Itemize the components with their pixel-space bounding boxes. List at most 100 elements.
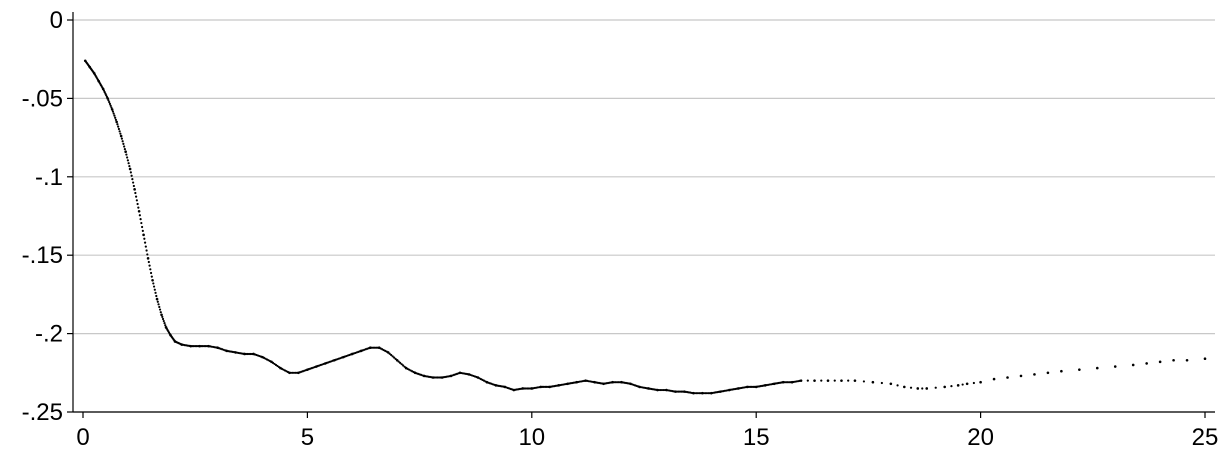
data-point <box>107 99 110 102</box>
data-point <box>871 380 875 384</box>
data-point <box>1113 365 1117 368</box>
data-point <box>138 214 141 217</box>
data-point <box>164 324 167 327</box>
data-point <box>112 112 115 115</box>
data-point <box>934 386 937 389</box>
data-point <box>117 127 121 131</box>
data-point <box>155 294 158 298</box>
x-tick-label: 20 <box>967 424 994 451</box>
data-point <box>143 241 147 244</box>
data-point <box>399 361 402 364</box>
data-point <box>143 237 146 240</box>
data-point <box>117 125 120 128</box>
data-point <box>151 278 154 282</box>
data-point <box>1131 363 1135 367</box>
data-point <box>137 206 140 209</box>
data-point <box>124 150 127 154</box>
data-point <box>139 218 142 221</box>
data-point <box>921 387 924 390</box>
data-point <box>889 382 893 386</box>
data-point <box>119 134 123 138</box>
data-point <box>127 162 130 165</box>
data-point <box>397 360 400 363</box>
data-point <box>979 380 982 384</box>
data-point <box>402 364 405 367</box>
data-point <box>393 356 396 359</box>
data-point <box>1033 373 1036 376</box>
data-point <box>152 285 156 288</box>
data-point <box>925 387 929 390</box>
data-point <box>799 379 803 382</box>
data-point <box>150 275 153 278</box>
data-point <box>140 221 143 225</box>
data-point <box>110 108 114 111</box>
data-point <box>136 202 139 206</box>
data-point <box>1145 362 1148 365</box>
data-point <box>1158 360 1162 364</box>
data-point <box>965 382 969 386</box>
data-point <box>163 322 166 325</box>
data-point <box>108 100 111 104</box>
data-point <box>121 140 124 143</box>
data-point <box>118 130 121 133</box>
data-point <box>149 271 153 275</box>
y-tick-label: 0 <box>50 7 63 34</box>
data-point <box>144 245 147 248</box>
data-point <box>126 156 129 159</box>
data-point <box>847 379 850 382</box>
data-point <box>149 268 152 271</box>
data-point <box>943 385 946 389</box>
data-point <box>123 147 126 151</box>
x-tick-label: 15 <box>743 424 770 451</box>
data-point <box>826 379 830 382</box>
data-point <box>128 164 131 168</box>
data-point <box>145 249 148 252</box>
data-point <box>132 184 135 188</box>
data-point <box>128 167 132 171</box>
data-point <box>156 300 159 303</box>
data-point <box>114 116 117 119</box>
data-point <box>130 174 133 177</box>
data-point <box>146 253 149 256</box>
data-point <box>113 114 116 117</box>
data-point <box>141 229 144 232</box>
data-point <box>116 123 119 126</box>
data-point <box>161 317 165 321</box>
data-point <box>961 383 964 386</box>
data-point <box>820 379 823 382</box>
data-point <box>157 303 160 306</box>
y-tick-label: -.2 <box>35 321 63 348</box>
data-point <box>123 145 126 148</box>
data-point <box>132 181 135 184</box>
data-point <box>120 137 123 140</box>
data-point <box>972 381 975 385</box>
x-tick-label: 25 <box>1192 424 1219 451</box>
data-point <box>1172 358 1175 362</box>
data-point <box>152 282 155 285</box>
data-point <box>122 142 125 145</box>
data-point <box>155 297 159 301</box>
data-point <box>813 379 816 382</box>
x-tick-label: 5 <box>301 424 314 451</box>
data-point <box>125 153 128 156</box>
y-tick-label: -.15 <box>22 242 63 269</box>
data-point <box>114 118 118 121</box>
data-point <box>119 132 122 135</box>
data-point <box>126 159 129 162</box>
data-point <box>853 379 857 382</box>
data-point <box>140 225 144 229</box>
data-point <box>109 104 112 107</box>
data-point <box>903 385 906 389</box>
data-point <box>147 260 150 264</box>
data-point <box>896 384 899 387</box>
data-point <box>142 233 145 237</box>
data-point <box>1046 371 1050 375</box>
data-point <box>115 120 118 124</box>
data-point <box>158 308 162 311</box>
data-point <box>1019 374 1023 378</box>
data-point <box>133 188 136 191</box>
data-point <box>1006 376 1009 379</box>
data-point <box>400 363 403 366</box>
axes: 0 -.05 -.1 -.15 -.2 -.25 0 5 10 15 20 25 <box>22 7 1219 451</box>
